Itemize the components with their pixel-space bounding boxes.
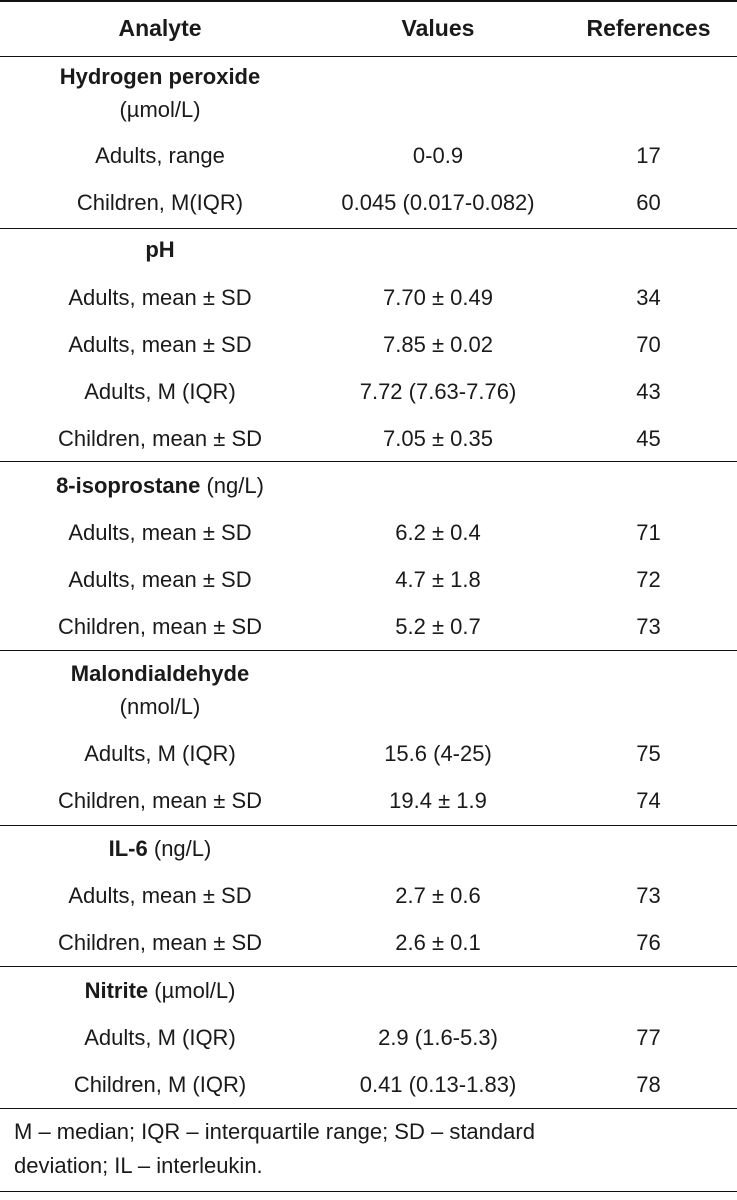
- row-value: 2.7 ± 0.6: [395, 883, 481, 908]
- row-label: Adults, M (IQR): [84, 1025, 236, 1050]
- group-name: IL-6: [108, 836, 148, 861]
- group-title-ph: pH: [0, 233, 320, 267]
- row-reference: 17: [636, 143, 661, 168]
- group-unit: (nmol/L): [119, 694, 201, 719]
- group-title-nitrite: Nitrite (µmol/L): [0, 974, 320, 1008]
- row-value: 7.70 ± 0.49: [383, 285, 493, 310]
- header-analyte: Analyte: [118, 15, 202, 41]
- row-value: 0.41 (0.13-1.83): [359, 1072, 517, 1097]
- row-value: 2.9 (1.6-5.3): [378, 1025, 498, 1050]
- row-label: Children, mean ± SD: [57, 426, 263, 451]
- table-row: Adults, mean ± SD 6.2 ± 0.4 71: [0, 513, 737, 553]
- row-reference: 75: [636, 741, 661, 766]
- row-label: Adults, M (IQR): [84, 741, 236, 766]
- row-value: 7.72 (7.63-7.76): [359, 379, 517, 404]
- header-values: Values: [401, 15, 475, 41]
- group-unit: (µmol/L): [154, 978, 236, 1003]
- section-divider: [0, 825, 737, 826]
- table-row: Children, mean ± SD 7.05 ± 0.35 45: [0, 419, 737, 459]
- group-unit-hydrogen-peroxide: (µmol/L): [0, 93, 320, 127]
- group-name: Malondialdehyde: [70, 661, 250, 686]
- group-name: Hydrogen peroxide: [59, 64, 261, 89]
- table-row: Children, mean ± SD 5.2 ± 0.7 73: [0, 607, 737, 647]
- row-value: 4.7 ± 1.8: [395, 567, 481, 592]
- row-reference: 34: [636, 285, 661, 310]
- table-row: Adults, M (IQR) 2.9 (1.6-5.3) 77: [0, 1018, 737, 1058]
- row-label: Adults, M (IQR): [84, 379, 236, 404]
- table-row: Adults, mean ± SD 2.7 ± 0.6 73: [0, 876, 737, 916]
- row-reference: 73: [636, 883, 661, 908]
- row-reference: 78: [636, 1072, 661, 1097]
- section-divider: [0, 228, 737, 229]
- table-row: Children, M (IQR) 0.41 (0.13-1.83) 78: [0, 1065, 737, 1105]
- group-name: pH: [145, 237, 175, 262]
- footnote-line-2: deviation; IL – interleukin.: [14, 1153, 263, 1178]
- group-title-hydrogen-peroxide: Hydrogen peroxide: [0, 60, 320, 94]
- group-unit: (ng/L): [153, 836, 212, 861]
- group-title-il-6: IL-6 (ng/L): [0, 832, 320, 866]
- row-label: Adults, mean ± SD: [68, 332, 252, 357]
- table-bottom-rule: [0, 1108, 737, 1109]
- table-row: Children, mean ± SD 19.4 ± 1.9 74: [0, 781, 737, 821]
- row-reference: 70: [636, 332, 661, 357]
- header-references: References: [586, 15, 711, 41]
- table-row: Adults, range 0-0.9 17: [0, 136, 737, 176]
- table-row: Children, mean ± SD 2.6 ± 0.1 76: [0, 923, 737, 963]
- table-row: Adults, M (IQR) 15.6 (4-25) 75: [0, 734, 737, 774]
- row-label: Children, mean ± SD: [57, 788, 263, 813]
- row-label: Adults, mean ± SD: [68, 567, 252, 592]
- footnote-line-1: M – median; IQR – interquartile range; S…: [14, 1119, 535, 1144]
- section-divider: [0, 650, 737, 651]
- table-row: Adults, mean ± SD 4.7 ± 1.8 72: [0, 560, 737, 600]
- row-label: Adults, mean ± SD: [68, 285, 252, 310]
- row-value: 5.2 ± 0.7: [395, 614, 481, 639]
- row-label: Adults, mean ± SD: [68, 520, 252, 545]
- row-value: 19.4 ± 1.9: [389, 788, 487, 813]
- header-row: Analyte Values References: [0, 8, 737, 48]
- group-title-8-isoprostane: 8-isoprostane (ng/L): [0, 469, 320, 503]
- row-label: Children, M(IQR): [76, 190, 244, 215]
- row-reference: 73: [636, 614, 661, 639]
- row-label: Adults, mean ± SD: [68, 883, 252, 908]
- row-label: Children, mean ± SD: [57, 930, 263, 955]
- row-label: Children, mean ± SD: [57, 614, 263, 639]
- section-divider: [0, 966, 737, 967]
- row-value: 15.6 (4-25): [384, 741, 492, 766]
- table-row: Adults, M (IQR) 7.72 (7.63-7.76) 43: [0, 372, 737, 412]
- row-value: 2.6 ± 0.1: [395, 930, 481, 955]
- group-name: Nitrite: [84, 978, 149, 1003]
- row-reference: 77: [636, 1025, 661, 1050]
- group-unit: (ng/L): [206, 473, 264, 498]
- row-label: Children, M (IQR): [73, 1072, 247, 1097]
- section-divider: [0, 461, 737, 462]
- footnote-bottom-rule: [0, 1191, 737, 1192]
- row-value: 6.2 ± 0.4: [395, 520, 481, 545]
- group-title-malondialdehyde: Malondialdehyde: [0, 657, 320, 691]
- group-unit: (µmol/L): [119, 97, 201, 122]
- table-row: Adults, mean ± SD 7.70 ± 0.49 34: [0, 278, 737, 318]
- row-value: 0-0.9: [412, 143, 464, 168]
- row-value: 0.045 (0.017-0.082): [341, 190, 535, 215]
- header-rule: [0, 56, 737, 57]
- row-reference: 71: [636, 520, 661, 545]
- row-value: 7.85 ± 0.02: [383, 332, 493, 357]
- row-reference: 74: [636, 788, 661, 813]
- row-reference: 43: [636, 379, 661, 404]
- row-label: Adults, range: [95, 143, 225, 168]
- row-reference: 60: [636, 190, 661, 215]
- row-reference: 45: [636, 426, 661, 451]
- row-reference: 76: [636, 930, 661, 955]
- top-rule: [0, 0, 737, 2]
- group-unit-malondialdehyde: (nmol/L): [0, 690, 320, 724]
- group-name: 8-isoprostane: [56, 473, 201, 498]
- table-row: Adults, mean ± SD 7.85 ± 0.02 70: [0, 325, 737, 365]
- table-row: Children, M(IQR) 0.045 (0.017-0.082) 60: [0, 183, 737, 223]
- row-value: 7.05 ± 0.35: [383, 426, 493, 451]
- row-reference: 72: [636, 567, 661, 592]
